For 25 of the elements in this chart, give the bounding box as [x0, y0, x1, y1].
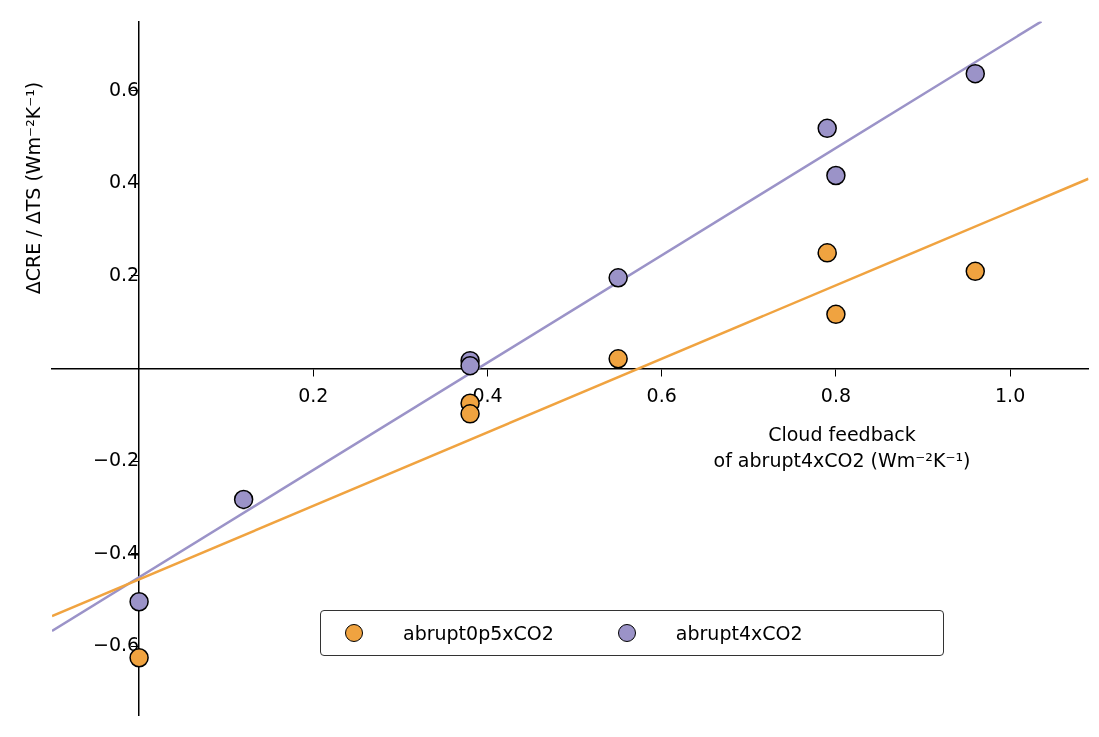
point — [826, 304, 846, 325]
point — [965, 261, 986, 282]
point — [608, 349, 628, 369]
x-tick-label: 0.2 — [298, 383, 329, 406]
x-tick-label: 0.6 — [646, 383, 677, 406]
point — [460, 404, 480, 424]
point — [817, 118, 837, 139]
x-axis-title: Cloud feedback of abrupt4xCO2 (Wm⁻²K⁻¹) — [713, 422, 971, 473]
y-tick-label: 0.2 — [108, 262, 140, 285]
point — [233, 489, 254, 510]
point — [129, 592, 149, 612]
x-tick-label: 1.0 — [995, 383, 1026, 406]
y-tick-label: −0.4 — [92, 540, 140, 563]
y-tick-label: −0.2 — [92, 448, 140, 470]
y-tick-label: 0.6 — [108, 77, 140, 100]
legend-label: abrupt0p5xCO2 — [403, 622, 554, 644]
legend-label: abrupt4xCO2 — [675, 622, 803, 644]
y-axis-title: ΔCRE / ΔTS (Wm⁻²K⁻¹) — [22, 81, 44, 295]
x-tick-label: 0.8 — [820, 383, 852, 406]
y-tick-label: −0.6 — [92, 633, 140, 656]
point — [965, 63, 986, 84]
point — [460, 355, 480, 376]
point — [608, 268, 628, 288]
point — [826, 165, 846, 186]
point — [817, 243, 837, 263]
